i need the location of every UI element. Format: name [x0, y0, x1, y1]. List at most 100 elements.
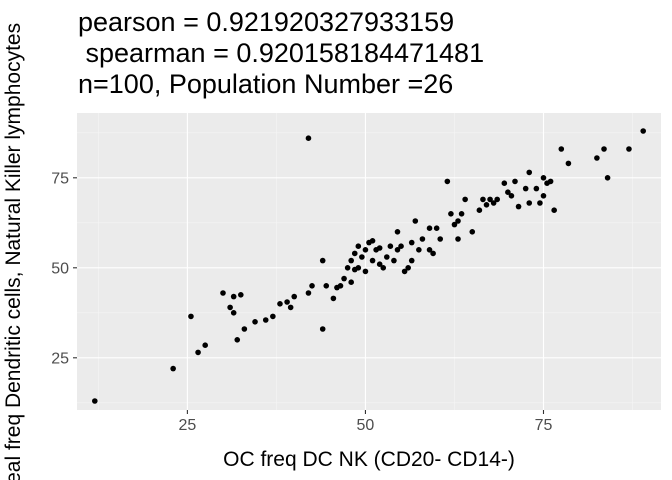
data-point [330, 295, 337, 302]
data-point [238, 292, 244, 298]
data-point [344, 265, 351, 271]
data-point [230, 293, 237, 300]
data-point [337, 283, 344, 289]
data-point [362, 247, 369, 253]
data-point [401, 268, 408, 275]
data-point [551, 207, 557, 213]
data-point [391, 257, 397, 264]
data-point [323, 283, 330, 289]
data-point [369, 238, 376, 244]
data-point [408, 257, 415, 264]
data-point [512, 178, 518, 185]
data-point [241, 326, 248, 332]
data-point [394, 247, 401, 253]
data-point [227, 304, 233, 311]
data-point [508, 193, 515, 199]
data-point [270, 313, 276, 320]
title-sample-size: n=100, Population Number =26 [78, 69, 453, 99]
data-point [355, 265, 362, 271]
data-point [476, 207, 483, 213]
axis-ticks: 25 50 75 25 50 75 [51, 170, 552, 434]
data-point [430, 250, 436, 257]
data-point [469, 229, 476, 235]
data-point [351, 250, 358, 257]
data-point [594, 155, 600, 161]
data-point [547, 178, 554, 185]
data-point [501, 180, 508, 186]
data-point [426, 225, 433, 231]
data-point [526, 169, 533, 176]
data-point [448, 211, 454, 217]
x-tick-label: 25 [178, 417, 196, 434]
data-point [505, 189, 511, 195]
data-point [305, 290, 312, 296]
grid-lines [77, 113, 661, 410]
data-point [348, 279, 354, 286]
data-point [355, 243, 362, 249]
data-point [359, 254, 365, 260]
y-tick-label: 25 [51, 350, 69, 367]
data-point [284, 299, 290, 305]
data-point [220, 290, 226, 296]
data-point [640, 128, 646, 134]
y-tick-label: 75 [51, 170, 69, 187]
data-point [458, 211, 465, 217]
data-point [408, 239, 415, 246]
data-point [287, 304, 294, 311]
data-point [487, 196, 493, 203]
data-point [92, 398, 98, 404]
data-point [319, 257, 326, 264]
chart-title: pearson = 0.921920327933159 spearman = 0… [78, 7, 484, 99]
data-point [533, 185, 540, 192]
data-point [341, 275, 347, 282]
data-point [490, 200, 497, 206]
data-point [565, 160, 572, 167]
data-point [494, 196, 500, 203]
data-point [398, 243, 404, 249]
data-point [348, 257, 354, 264]
data-point [412, 218, 419, 224]
data-point [394, 229, 401, 235]
x-axis-title: OC freq DC NK (CD20- CD14-) [223, 448, 515, 471]
data-point [433, 225, 440, 231]
data-point [384, 254, 390, 260]
data-points [92, 128, 646, 404]
data-point [234, 337, 241, 343]
data-point [309, 283, 315, 289]
data-point [362, 268, 369, 275]
x-tick-label: 50 [357, 417, 375, 434]
data-point [426, 247, 433, 253]
data-point [305, 135, 312, 141]
data-point [462, 196, 468, 203]
data-point [601, 146, 607, 152]
data-point [188, 313, 194, 320]
data-point [262, 317, 269, 323]
data-point [437, 236, 444, 242]
data-point [419, 236, 426, 242]
data-point [455, 218, 461, 224]
title-spearman: spearman = 0.920158184471481 [78, 38, 484, 68]
data-point [444, 178, 451, 185]
title-pearson: pearson = 0.921920327933159 [78, 7, 454, 37]
data-point [540, 193, 547, 199]
data-point [455, 236, 461, 242]
data-point [202, 342, 208, 349]
data-point [291, 293, 298, 300]
data-point [451, 221, 458, 228]
y-axis-title: Real freq Dendritic cells, Natural Kille… [2, 23, 25, 480]
data-point [277, 301, 283, 307]
data-point [604, 175, 611, 181]
data-point [522, 185, 529, 192]
data-point [387, 243, 394, 249]
data-point [558, 146, 565, 152]
data-point [515, 203, 522, 210]
data-point [230, 310, 237, 316]
data-point [537, 200, 543, 206]
data-point [526, 200, 533, 206]
data-point [170, 365, 176, 372]
plot-panel [77, 113, 661, 410]
data-point [483, 202, 490, 208]
data-point [195, 349, 201, 356]
